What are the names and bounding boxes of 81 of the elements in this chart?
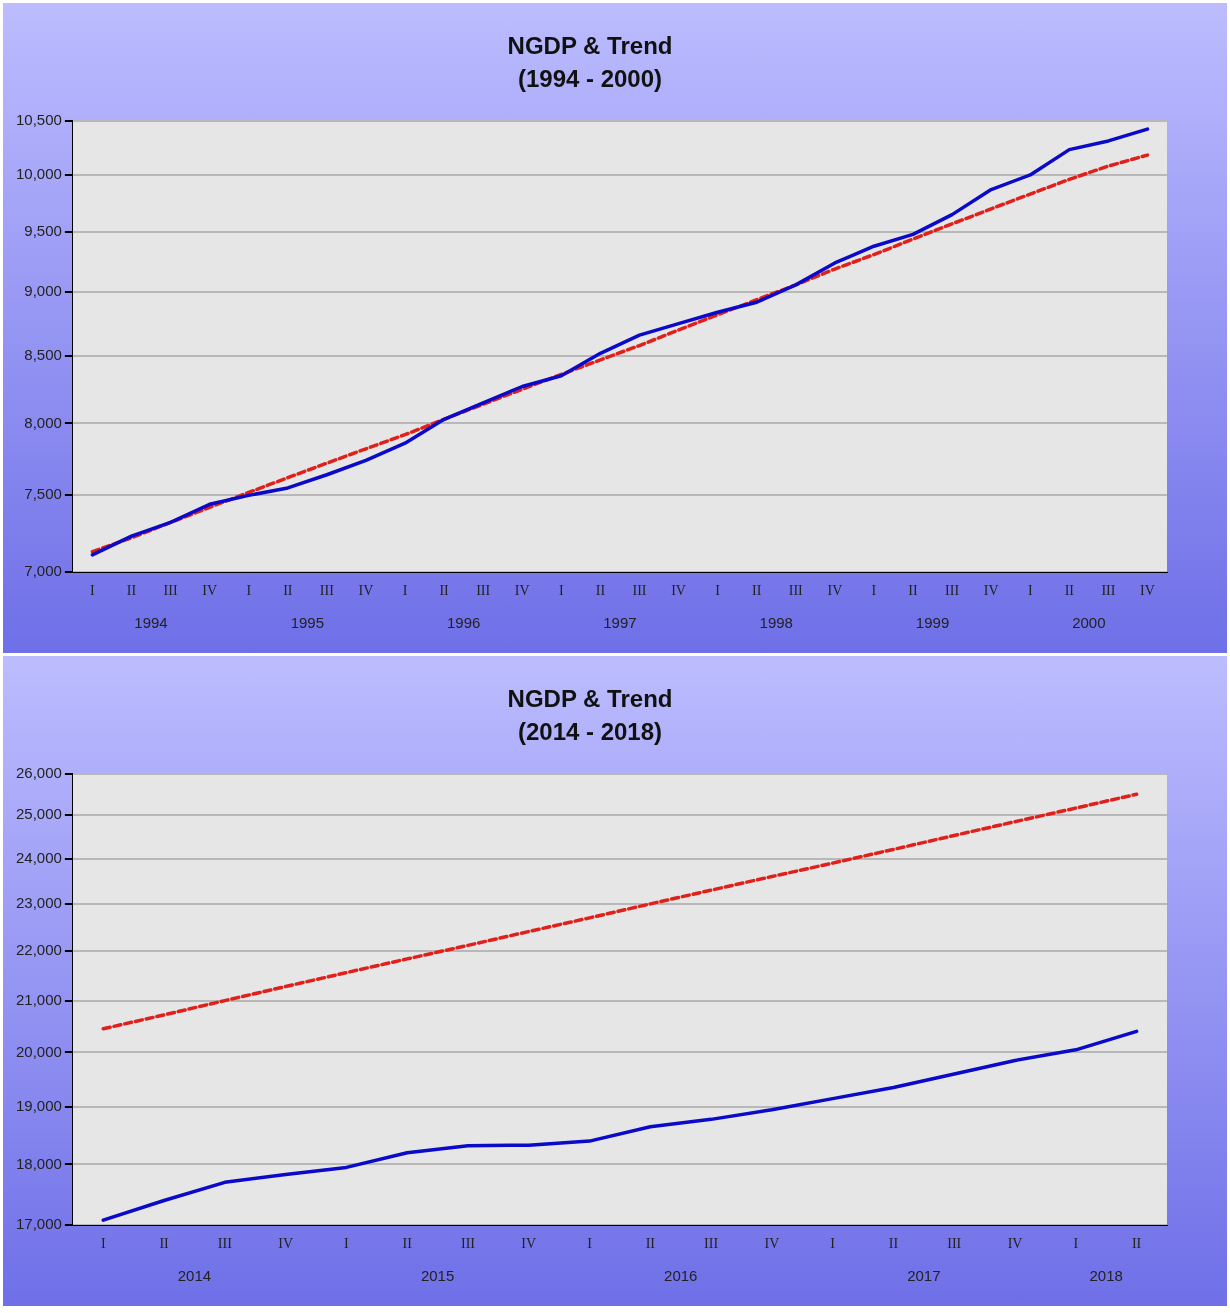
chart-subtitle: (1994 - 2000)	[517, 64, 663, 92]
y-tick-label: 7,000	[24, 562, 62, 580]
y-tick-label: 8,000	[24, 413, 62, 431]
x-tick-label: II	[159, 1236, 170, 1252]
x-tick-label: I	[246, 583, 252, 599]
y-tick-label: 7,500	[24, 485, 62, 503]
y-tick-label: 9,000	[24, 282, 62, 300]
y-tick-label: 21,000	[15, 990, 62, 1008]
x-tick-label: IV	[671, 583, 686, 599]
x-tick-label: IV	[1140, 583, 1155, 599]
x-tick-label: I	[830, 1236, 836, 1252]
x-tick-label: I	[1073, 1236, 1079, 1252]
y-tick-label: 10,000	[15, 165, 62, 183]
y-tick-label: 18,000	[15, 1154, 62, 1172]
x-tick-label: III	[704, 1236, 719, 1252]
y-tick-label: 22,000	[15, 941, 62, 959]
chart-title: NGDP & Trend	[507, 685, 673, 713]
x-tick-label: I	[715, 583, 721, 599]
text: 1995	[290, 613, 325, 631]
x-tick-label: IV	[202, 583, 218, 599]
x-tick-label: III	[476, 583, 491, 599]
text: 1997	[603, 613, 637, 631]
x-tick-label: IV	[521, 1236, 537, 1252]
text: 2017	[907, 1266, 941, 1284]
text: 2016	[664, 1266, 698, 1284]
x-tick-label: IV	[358, 583, 374, 599]
x-tick-label: II	[283, 583, 293, 599]
x-tick-label: III	[947, 1236, 962, 1252]
x-tick-label: II	[888, 1236, 899, 1252]
x-tick-label: IV	[764, 1236, 780, 1252]
x-tick-label: I	[402, 583, 408, 599]
y-tick-label: 10,500	[15, 110, 62, 128]
x-tick-label: I	[100, 1236, 106, 1252]
x-tick-label: III	[217, 1236, 233, 1252]
x-tick-label: IV	[983, 583, 999, 599]
x-tick-label: III	[1101, 583, 1116, 599]
text: 1999	[915, 613, 950, 631]
y-tick-label: 9,500	[24, 222, 62, 240]
x-tick-label: IV	[827, 583, 843, 599]
x-tick-label: I	[1027, 583, 1033, 599]
x-tick-label: III	[945, 583, 960, 599]
text: 1996	[446, 613, 481, 631]
x-tick-label: III	[163, 583, 178, 599]
x-tick-label: IV	[278, 1236, 294, 1252]
x-tick-label: IV	[514, 583, 530, 599]
text: 2014	[177, 1266, 212, 1284]
x-tick-label: IV	[1007, 1236, 1023, 1252]
x-tick-label: II	[752, 583, 762, 599]
y-tick-label: 24,000	[15, 848, 62, 866]
x-tick-label: II	[908, 583, 919, 599]
x-tick-label: III	[788, 583, 804, 599]
text: 1994	[134, 613, 168, 631]
y-tick-label: 8,500	[24, 346, 62, 364]
x-tick-label: II	[439, 583, 450, 599]
x-tick-label: II	[595, 583, 606, 599]
x-tick-label: III	[319, 583, 335, 599]
y-tick-label: 17,000	[15, 1215, 62, 1233]
chart-title: NGDP & Trend	[507, 32, 673, 60]
x-tick-label: I	[558, 583, 564, 599]
y-tick-label: 25,000	[15, 805, 62, 823]
text: 2015	[420, 1266, 455, 1284]
x-tick-label: II	[645, 1236, 656, 1252]
x-tick-label: II	[402, 1236, 413, 1252]
x-tick-label: III	[632, 583, 647, 599]
y-tick-label: 26,000	[15, 763, 62, 781]
x-tick-label: I	[587, 1236, 593, 1252]
text: 1998	[759, 613, 793, 631]
y-tick-label: 20,000	[15, 1042, 62, 1060]
x-tick-label: II	[126, 583, 137, 599]
chart-subtitle: (2014 - 2018)	[517, 717, 663, 745]
x-tick-label: I	[90, 583, 96, 599]
x-tick-label: II	[1131, 1236, 1142, 1252]
text: 2018	[1089, 1266, 1123, 1284]
x-tick-label: I	[871, 583, 877, 599]
line-series	[101, 792, 1139, 1031]
x-tick-label: III	[460, 1236, 476, 1252]
x-tick-label: I	[344, 1236, 350, 1252]
y-tick-label: 19,000	[15, 1097, 62, 1115]
x-tick-label: II	[1064, 583, 1075, 599]
y-tick-label: 23,000	[15, 894, 62, 912]
text: 2000	[1072, 613, 1106, 631]
